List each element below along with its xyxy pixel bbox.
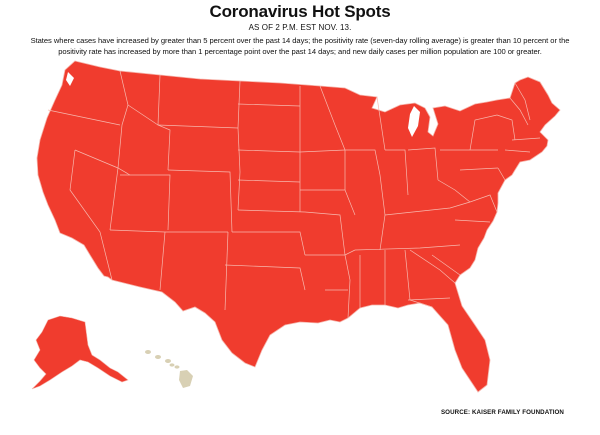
contiguous-us-shape — [36, 60, 561, 393]
source-note: SOURCE: KAISER FAMILY FOUNDATION — [440, 409, 564, 416]
header: Coronavirus Hot Spots AS OF 2 P.M. EST N… — [0, 0, 600, 57]
map-description: States where cases have increased by gre… — [30, 36, 570, 56]
alaska-shape — [31, 315, 129, 390]
puget-sound-shape — [66, 72, 74, 86]
state-borders — [47, 70, 541, 319]
lake-michigan-shape — [408, 106, 420, 137]
map-title: Coronavirus Hot Spots — [209, 2, 391, 21]
hawaii-shape — [145, 350, 193, 388]
as-of-label: AS OF 2 P.M. EST NOV. 13. — [248, 23, 352, 32]
